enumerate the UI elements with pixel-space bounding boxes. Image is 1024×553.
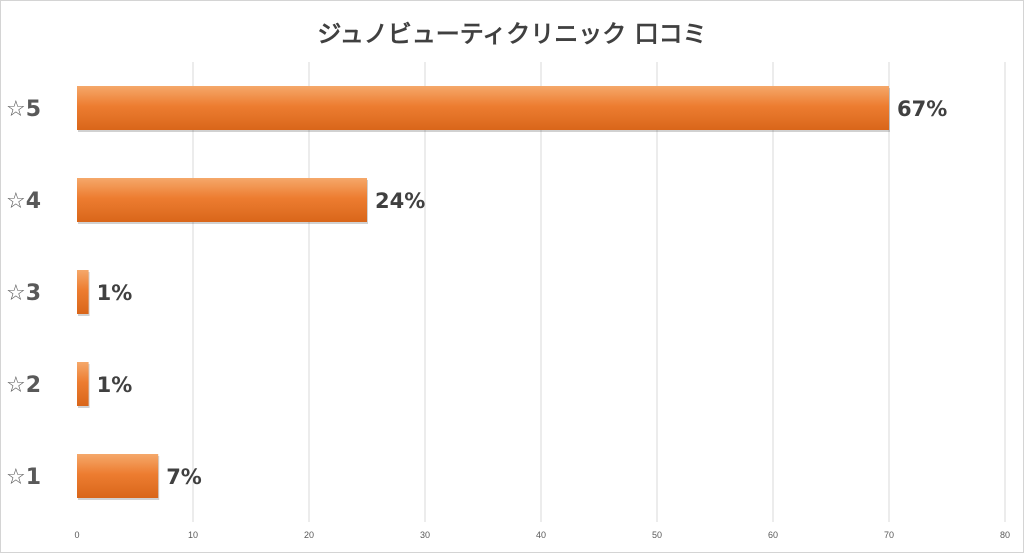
x-tick-label: 10 <box>188 530 198 540</box>
bar <box>77 362 89 406</box>
bars <box>77 86 890 500</box>
x-tick-label: 0 <box>74 530 79 540</box>
category-label: ☆3 <box>6 281 41 306</box>
bar <box>77 270 89 314</box>
gridlines <box>192 62 1006 522</box>
x-tick-label: 30 <box>420 530 430 540</box>
x-tick-label: 50 <box>652 530 662 540</box>
x-tick-label: 60 <box>768 530 778 540</box>
category-label: ☆5 <box>6 97 41 122</box>
category-label: ☆4 <box>6 189 41 214</box>
data-label: 1% <box>97 373 133 397</box>
category-label: ☆2 <box>6 373 41 398</box>
labels: 0 10 20 30 40 50 60 70 80 ☆5 67% ☆4 24% ☆3 1% ☆2 1% ☆1 7% <box>6 97 1010 540</box>
bar <box>77 178 367 222</box>
chart-title: ジュノビューティクリニック 口コミ <box>317 20 707 48</box>
data-label: 7% <box>166 465 202 489</box>
x-tick-label: 40 <box>536 530 546 540</box>
data-label: 24% <box>375 189 425 213</box>
x-tick-label: 20 <box>304 530 314 540</box>
data-label: 1% <box>97 281 133 305</box>
x-tick-label: 80 <box>1000 530 1010 540</box>
category-label: ☆1 <box>6 465 41 490</box>
bar <box>77 86 889 130</box>
x-tick-label: 70 <box>884 530 894 540</box>
data-label: 67% <box>897 97 947 121</box>
bar <box>77 454 159 498</box>
